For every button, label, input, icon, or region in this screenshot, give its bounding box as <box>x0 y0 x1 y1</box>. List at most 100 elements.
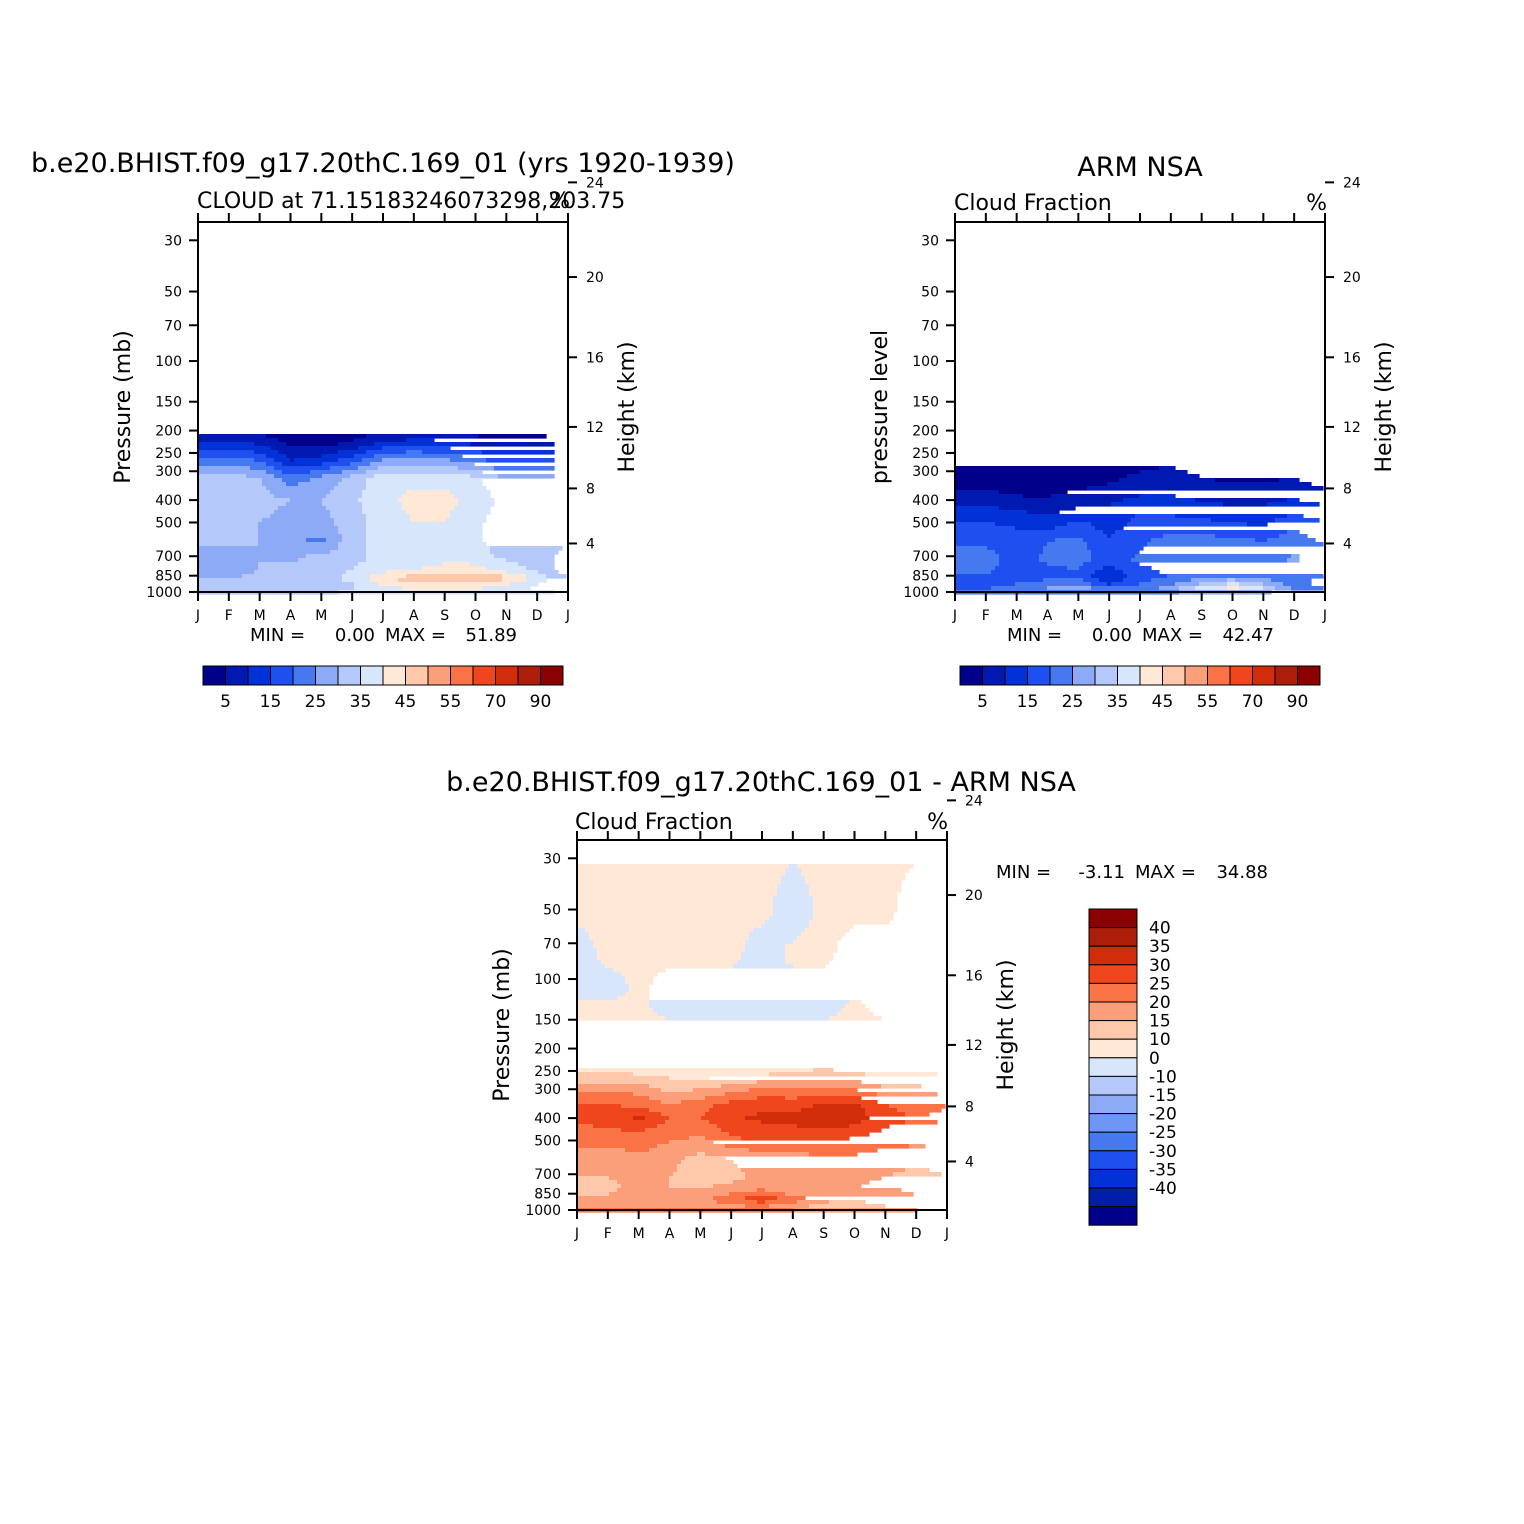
contour-cell <box>322 462 351 467</box>
contour-cell <box>1151 538 1256 543</box>
contour-cell <box>621 1104 714 1109</box>
contour-cell <box>286 502 323 507</box>
contour-cell <box>278 450 339 455</box>
contour-cell <box>286 454 323 459</box>
contour-cell <box>198 506 279 511</box>
contour-cell <box>490 546 563 551</box>
contour-cell <box>773 908 814 913</box>
contour-cell <box>577 1192 610 1197</box>
contour-cell <box>577 1164 678 1169</box>
contour-cell <box>605 964 734 969</box>
contour-cell <box>955 582 1016 587</box>
contour-cell <box>577 1008 654 1013</box>
contour-cell <box>987 546 1044 551</box>
contour-cell <box>701 1116 746 1121</box>
contour-cell <box>577 960 602 965</box>
contour-cell <box>310 470 343 475</box>
contour-cell <box>330 510 363 515</box>
contour-cell <box>410 514 451 519</box>
contour-cell <box>494 554 555 559</box>
contour-cell <box>705 1112 758 1117</box>
panel-obs-max-value: 42.47 <box>1222 625 1274 646</box>
contour-cell <box>1051 494 1140 499</box>
contour-cell <box>366 514 411 519</box>
colorbar-box <box>1088 1020 1138 1040</box>
contour-cell <box>198 446 271 451</box>
x-tick-label: J <box>944 1226 949 1242</box>
contour-cell <box>577 912 774 917</box>
y-tick-label: 1000 <box>525 1203 561 1219</box>
contour-cell <box>198 490 271 495</box>
contour-cell <box>250 466 275 471</box>
contour-cell <box>577 1160 682 1165</box>
contour-cell <box>777 1196 806 1201</box>
contour-cell <box>865 1072 938 1077</box>
contour-cell <box>350 474 375 479</box>
contour-cell <box>1111 502 1224 507</box>
x-tick-label: J <box>1106 608 1111 624</box>
contour-cell <box>258 562 359 567</box>
contour-cell <box>577 1188 618 1193</box>
x-tick-label: J <box>952 608 957 624</box>
x-tick-label: O <box>470 608 481 624</box>
contour-cell <box>865 1108 898 1113</box>
contour-cell <box>1223 502 1268 507</box>
contour-cell <box>1235 578 1272 583</box>
y-right-tick-label: 12 <box>965 1038 983 1054</box>
x-tick-label: S <box>440 608 449 624</box>
colorbar-label: 35 <box>1107 692 1129 712</box>
contour-cell <box>402 586 483 591</box>
contour-cell <box>422 566 487 571</box>
contour-cell <box>669 1076 710 1081</box>
colorbar-label: 25 <box>305 692 327 712</box>
contour-cell <box>577 892 778 897</box>
colorbar-box <box>1094 665 1118 686</box>
contour-cell <box>813 1104 862 1109</box>
contour-cell <box>322 454 355 459</box>
panel-diff-ylabel-right: Height (km) <box>994 959 1019 1090</box>
panel-diff-min-value: -3.11 <box>1078 862 1125 883</box>
contour-cell <box>342 478 367 483</box>
contour-cell <box>649 1000 850 1005</box>
contour-cell <box>366 526 483 531</box>
y-right-tick-label: 16 <box>1343 350 1361 366</box>
contour-cell <box>338 482 367 487</box>
y-tick-label: 200 <box>912 424 939 440</box>
contour-cell <box>661 1088 694 1093</box>
y-tick-label: 150 <box>155 395 182 411</box>
contour-cell <box>625 976 654 981</box>
contour-cell <box>577 992 626 997</box>
contour-cell <box>577 888 778 893</box>
y-tick-label: 400 <box>912 493 939 509</box>
contour-cell <box>733 1180 870 1185</box>
contour-cell <box>577 908 774 913</box>
contour-cell <box>1047 562 1084 567</box>
contour-cell <box>625 1148 650 1153</box>
contour-cell <box>406 574 503 579</box>
contour-cell <box>354 566 423 571</box>
contour-cell <box>577 1128 622 1133</box>
colorbar-box <box>982 665 1006 686</box>
y-tick-label: 250 <box>534 1064 561 1080</box>
colorbar-label: 15 <box>1149 1012 1171 1032</box>
y-right-tick-label: 24 <box>586 175 604 191</box>
colorbar-box <box>1207 665 1231 686</box>
contour-cell <box>366 522 483 527</box>
colorbar-box <box>1004 665 1028 686</box>
contour-cell <box>374 442 471 447</box>
contour-cell <box>538 570 559 575</box>
colorbar-box <box>1229 665 1253 686</box>
x-tick-label: D <box>532 608 543 624</box>
contour-cell <box>813 904 898 909</box>
y-tick-label: 70 <box>543 936 561 952</box>
y-tick-label: 50 <box>164 285 182 301</box>
contour-cell <box>577 1096 650 1101</box>
contour-cell <box>669 1176 746 1181</box>
contour-cell <box>797 1124 850 1129</box>
panel-model-colorbar: 5 15 25 35 45 55 70 90 <box>202 665 564 712</box>
y-tick-label: 400 <box>534 1111 561 1127</box>
contour-cell <box>1135 514 1176 519</box>
contour-cell <box>198 566 259 571</box>
contour-cell <box>1095 570 1124 575</box>
contour-cell <box>1039 554 1092 559</box>
